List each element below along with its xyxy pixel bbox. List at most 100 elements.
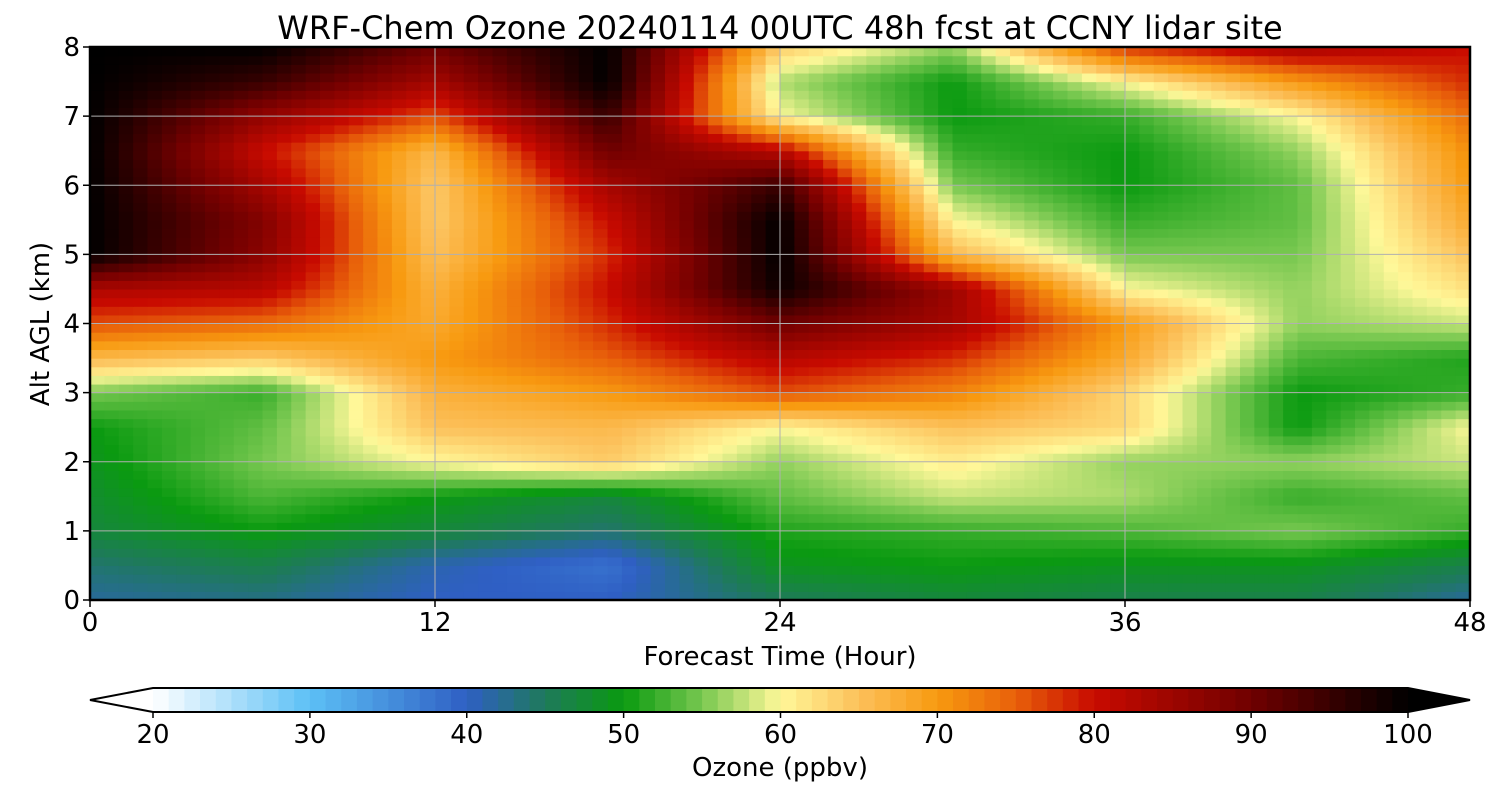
heatmap-cell bbox=[1340, 383, 1356, 394]
heatmap-cell bbox=[1268, 530, 1284, 541]
heatmap-cell bbox=[190, 530, 206, 541]
heatmap-cell bbox=[320, 176, 335, 186]
heatmap-cell bbox=[147, 340, 163, 351]
heatmap-cell bbox=[808, 392, 824, 402]
heatmap-cell bbox=[118, 470, 134, 480]
heatmap-cell bbox=[521, 176, 537, 186]
heatmap-cell bbox=[621, 237, 637, 247]
heatmap-cell bbox=[607, 366, 623, 376]
heatmap-cell bbox=[521, 366, 537, 376]
heatmap-cell bbox=[636, 167, 652, 178]
heatmap-cell bbox=[1182, 202, 1198, 212]
heatmap-cell bbox=[363, 254, 379, 264]
heatmap-cell bbox=[1369, 496, 1385, 506]
heatmap-cell bbox=[449, 539, 465, 549]
heatmap-cell bbox=[1211, 427, 1227, 437]
heatmap-cell bbox=[578, 565, 594, 575]
heatmap-cell bbox=[1254, 487, 1270, 497]
heatmap-cell bbox=[722, 263, 738, 273]
heatmap-cell bbox=[435, 219, 450, 230]
heatmap-cell bbox=[708, 314, 724, 325]
heatmap-cell bbox=[133, 427, 149, 437]
heatmap-cell bbox=[851, 366, 867, 376]
heatmap-cell bbox=[780, 461, 795, 471]
heatmap-cell bbox=[506, 574, 522, 584]
heatmap-cell bbox=[1398, 314, 1414, 325]
heatmap-cell bbox=[1340, 271, 1356, 281]
heatmap-cell bbox=[161, 392, 177, 402]
heatmap-cell bbox=[1182, 487, 1198, 497]
heatmap-cell bbox=[636, 150, 652, 160]
heatmap-cell bbox=[463, 332, 479, 342]
heatmap-cell bbox=[593, 150, 609, 160]
heatmap-cell bbox=[736, 383, 752, 394]
heatmap-cell bbox=[1038, 556, 1054, 567]
heatmap-cell bbox=[1240, 375, 1255, 385]
heatmap-cell bbox=[1412, 228, 1428, 238]
heatmap-cell bbox=[981, 271, 997, 281]
heatmap-cell bbox=[1168, 582, 1184, 592]
heatmap-cell bbox=[1383, 435, 1399, 446]
heatmap-cell bbox=[176, 375, 192, 385]
heatmap-cell bbox=[1211, 513, 1227, 523]
heatmap-cell bbox=[751, 435, 767, 446]
heatmap-cell bbox=[1125, 479, 1140, 489]
heatmap-cell bbox=[679, 487, 695, 497]
heatmap-cell bbox=[909, 582, 925, 592]
heatmap-cell bbox=[895, 522, 910, 532]
heatmap-cell bbox=[205, 392, 220, 402]
heatmap-cell bbox=[1426, 366, 1442, 376]
heatmap-cell bbox=[1196, 556, 1212, 567]
heatmap-cell bbox=[866, 504, 882, 515]
heatmap-cell bbox=[463, 314, 479, 325]
heatmap-cell bbox=[118, 591, 134, 601]
heatmap-cell bbox=[837, 427, 853, 437]
heatmap-cell bbox=[578, 219, 594, 230]
heatmap-cell bbox=[736, 591, 752, 601]
heatmap-cell bbox=[1268, 591, 1284, 601]
heatmap-cell bbox=[607, 211, 623, 221]
heatmap-cell bbox=[1441, 280, 1457, 290]
heatmap-cell bbox=[161, 358, 177, 368]
heatmap-cell bbox=[377, 280, 393, 290]
heatmap-cell bbox=[1125, 470, 1140, 480]
heatmap-cell bbox=[895, 306, 910, 316]
heatmap-cell bbox=[133, 288, 149, 299]
heatmap-cell bbox=[593, 418, 609, 428]
heatmap-cell bbox=[133, 150, 149, 160]
heatmap-cell bbox=[1024, 565, 1040, 575]
heatmap-cell bbox=[535, 479, 551, 489]
heatmap-cell bbox=[1268, 176, 1284, 186]
heatmap-cell bbox=[334, 375, 350, 385]
heatmap-cell bbox=[1254, 237, 1270, 247]
heatmap-cell bbox=[1340, 150, 1356, 160]
heatmap-cell bbox=[1125, 556, 1140, 567]
heatmap-cell bbox=[1182, 401, 1198, 411]
heatmap-cell bbox=[1412, 530, 1428, 541]
heatmap-cell bbox=[147, 358, 163, 368]
heatmap-cell bbox=[808, 383, 824, 394]
heatmap-cell bbox=[751, 332, 767, 342]
heatmap-cell bbox=[334, 418, 350, 428]
heatmap-cell bbox=[593, 582, 609, 592]
heatmap-cell bbox=[1024, 211, 1040, 221]
heatmap-cell bbox=[1412, 453, 1428, 463]
heatmap-cell bbox=[118, 219, 134, 230]
heatmap-cell bbox=[837, 349, 853, 359]
heatmap-cell bbox=[1355, 159, 1370, 169]
heatmap-cell bbox=[90, 219, 105, 230]
heatmap-cell bbox=[190, 167, 206, 178]
heatmap-cell bbox=[190, 548, 206, 558]
heatmap-cell bbox=[348, 392, 364, 402]
heatmap-cell bbox=[1211, 487, 1227, 497]
heatmap-cell bbox=[895, 574, 910, 584]
heatmap-cell bbox=[435, 167, 450, 178]
heatmap-cell bbox=[780, 539, 795, 549]
heatmap-cell bbox=[161, 366, 177, 376]
heatmap-cell bbox=[722, 556, 738, 567]
heatmap-cell bbox=[1340, 219, 1356, 230]
heatmap-cell bbox=[1441, 418, 1457, 428]
heatmap-cell bbox=[1412, 470, 1428, 480]
heatmap-cell bbox=[866, 418, 882, 428]
heatmap-cell bbox=[808, 453, 824, 463]
